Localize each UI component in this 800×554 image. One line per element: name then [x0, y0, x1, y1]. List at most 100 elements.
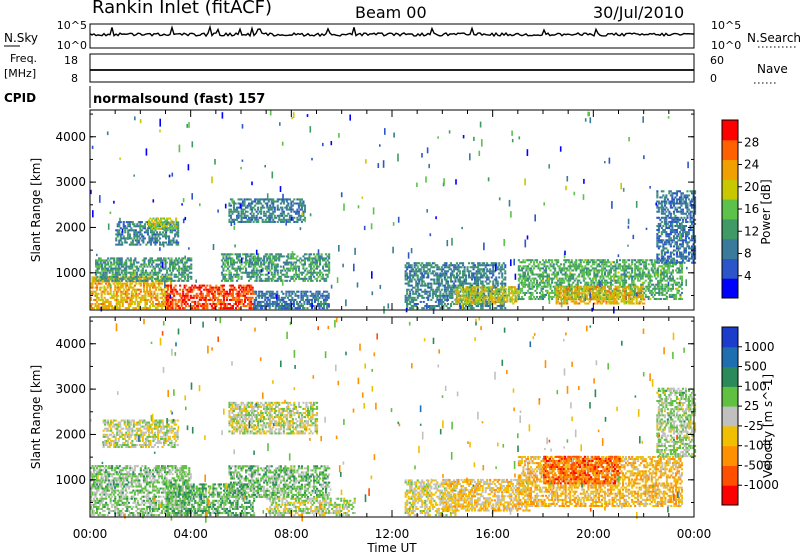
echo-cell	[440, 298, 443, 301]
echo-cell	[209, 303, 212, 306]
echo-cell	[183, 286, 186, 289]
echo-cell	[123, 282, 126, 285]
echo-cell	[599, 287, 602, 290]
echo-cell	[617, 279, 620, 282]
echo-cell	[255, 292, 258, 295]
echo-cell	[543, 263, 546, 266]
echo-cell	[471, 278, 474, 281]
echo-cell	[569, 293, 572, 296]
echo-cell	[294, 273, 298, 276]
echo-cell	[413, 298, 416, 301]
echo-cell	[412, 298, 415, 301]
echo-cell	[275, 200, 278, 203]
echo-cell	[129, 257, 132, 260]
echo-cell	[446, 276, 450, 279]
echo-cell	[548, 293, 551, 296]
echo-cell	[299, 271, 302, 274]
echo-cell	[459, 286, 462, 289]
echo-cell	[279, 255, 282, 258]
echo-cell	[114, 261, 117, 264]
echo-cell	[305, 277, 308, 280]
echo-cell	[433, 278, 436, 281]
echo-cell	[600, 271, 604, 274]
echo-cell	[265, 303, 268, 306]
echo-cell	[237, 259, 240, 262]
echo-cell	[481, 296, 484, 299]
echo-cell	[191, 290, 194, 293]
echo-cell	[190, 265, 193, 268]
echo-cell	[125, 279, 128, 282]
echo-cell	[246, 273, 249, 276]
echo-cell	[169, 265, 172, 268]
echo-cell	[117, 267, 120, 270]
echo-cell	[473, 286, 476, 289]
echo-cell	[158, 257, 161, 260]
echo-cell	[584, 265, 587, 268]
echo-cell	[489, 294, 492, 297]
echo-cell	[263, 257, 266, 260]
echo-cell	[445, 262, 448, 265]
echo-cell	[540, 267, 543, 270]
echo-cell	[250, 292, 253, 295]
echo-cell	[165, 241, 168, 244]
echo-cell	[119, 235, 122, 238]
echo-cell	[248, 265, 251, 268]
echo-cell	[326, 265, 329, 268]
echo-cell	[222, 257, 225, 260]
echo-cell	[216, 292, 219, 295]
echo-cell	[151, 305, 155, 308]
echo-cell	[161, 273, 164, 276]
echo-cell	[487, 294, 490, 297]
echo-cell	[501, 302, 504, 305]
echo-cell	[561, 279, 564, 282]
echo-cell	[246, 214, 249, 217]
echo-cell	[481, 305, 484, 308]
echo-cell	[270, 294, 273, 297]
echo-cell	[175, 273, 178, 276]
echo-cell	[491, 296, 494, 299]
echo-cell	[133, 303, 136, 306]
echo-cell	[273, 279, 276, 282]
echo-cell	[323, 303, 326, 306]
echo-cell	[118, 231, 121, 234]
echo-cell	[143, 225, 147, 228]
echo-cell	[264, 198, 267, 201]
echo-cell	[410, 298, 413, 301]
echo-cell	[415, 284, 418, 287]
echo-cell	[472, 307, 475, 310]
echo-cell	[278, 257, 281, 260]
echo-cell	[465, 300, 468, 303]
echo-cell	[626, 271, 629, 274]
echo-cell	[526, 271, 530, 274]
echo-cell	[281, 273, 284, 276]
echo-cell	[326, 275, 329, 278]
echo-cell	[91, 303, 94, 306]
echo-cell	[326, 298, 329, 301]
echo-cell	[148, 286, 152, 289]
echo-cell	[124, 239, 127, 242]
echo-cell	[185, 284, 188, 287]
echo-cell	[319, 273, 322, 276]
echo-cell	[622, 281, 625, 284]
echo-cell	[148, 307, 152, 310]
echo-cell	[267, 218, 270, 221]
echo-cell	[297, 296, 300, 299]
echo-cell	[181, 267, 184, 270]
echo-cell	[300, 206, 304, 209]
echo-cell	[165, 231, 168, 234]
echo-cell	[155, 231, 159, 234]
echo-cell	[114, 294, 117, 297]
echo-cell	[128, 221, 131, 224]
echo-cell	[291, 208, 294, 211]
echo-cell	[474, 282, 477, 285]
echo-cell	[132, 294, 135, 297]
echo-cell	[457, 290, 461, 293]
echo-cell	[185, 292, 188, 295]
echo-cell	[534, 298, 537, 301]
echo-cell	[623, 269, 626, 272]
echo-cell	[468, 282, 471, 285]
echo-cell	[434, 292, 437, 295]
echo-cell	[285, 204, 288, 207]
echo-cell	[486, 303, 489, 306]
echo-cell	[264, 261, 267, 264]
